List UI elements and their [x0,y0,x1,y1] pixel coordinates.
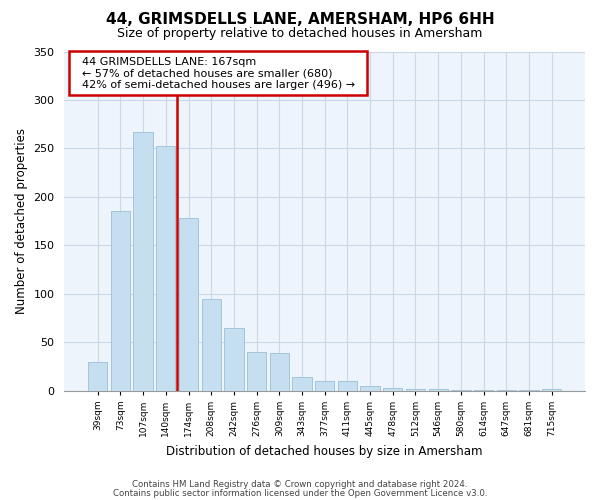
Y-axis label: Number of detached properties: Number of detached properties [15,128,28,314]
Bar [111,212,130,391]
Bar [428,389,448,391]
Text: Size of property relative to detached houses in Amersham: Size of property relative to detached ho… [118,28,482,40]
Bar [315,381,334,391]
X-axis label: Distribution of detached houses by size in Amersham: Distribution of detached houses by size … [166,444,483,458]
Bar [474,390,493,391]
Bar [497,390,516,391]
Bar [133,132,153,391]
Bar [247,352,266,391]
Text: 44 GRIMSDELLS LANE: 167sqm
  ← 57% of detached houses are smaller (680)
  42% of: 44 GRIMSDELLS LANE: 167sqm ← 57% of deta… [75,56,362,90]
Bar [451,390,470,391]
Bar [542,389,562,391]
Bar [269,353,289,391]
Bar [292,377,311,391]
Bar [156,146,175,391]
Bar [224,328,244,391]
Text: Contains public sector information licensed under the Open Government Licence v3: Contains public sector information licen… [113,488,487,498]
Bar [406,389,425,391]
Text: Contains HM Land Registry data © Crown copyright and database right 2024.: Contains HM Land Registry data © Crown c… [132,480,468,489]
Bar [88,362,107,391]
Bar [520,390,539,391]
Bar [383,388,403,391]
Bar [361,386,380,391]
Text: 44, GRIMSDELLS LANE, AMERSHAM, HP6 6HH: 44, GRIMSDELLS LANE, AMERSHAM, HP6 6HH [106,12,494,28]
Bar [338,381,357,391]
Bar [179,218,198,391]
Bar [202,298,221,391]
